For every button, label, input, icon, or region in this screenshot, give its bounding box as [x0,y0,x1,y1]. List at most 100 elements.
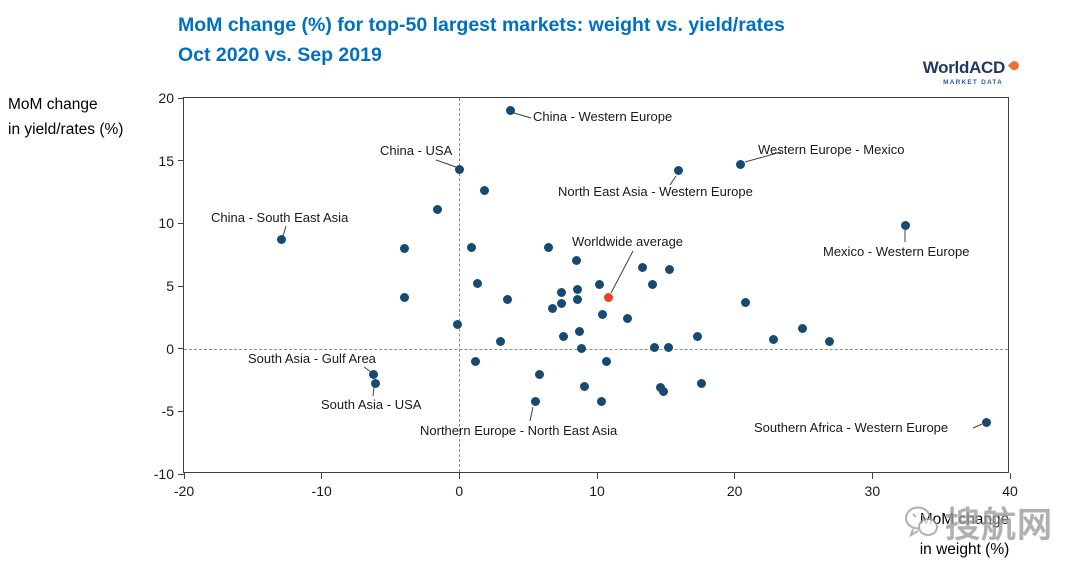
data-point [505,106,515,116]
data-point [574,326,584,336]
data-point [471,356,481,366]
x-tick-mark [458,473,460,479]
data-point [556,299,566,309]
leader-line [282,225,287,237]
data-point [571,256,581,266]
logo-tagline: MARKET DATA [943,79,1003,86]
zero-line-vertical [459,98,461,472]
data-point [647,280,657,290]
data-point [496,336,506,346]
data-point [580,381,590,391]
watermark: 搜航网 [901,497,1053,548]
wechat-bubble-icon [905,506,938,537]
data-point [277,235,287,245]
annotation-label: China - USA [380,143,453,158]
data-point [432,205,442,215]
data-point [548,304,558,314]
y-axis-title: MoM change in yield/rates (%) [8,96,124,138]
y-tick-label: 10 [158,215,174,232]
data-point [673,166,683,176]
leader-line [669,175,677,186]
data-point [399,243,409,253]
y-tick-mark [178,97,184,99]
data-point [544,242,554,252]
data-point [534,370,544,380]
y-tick-mark [178,348,184,350]
y-tick-label: 15 [158,152,174,169]
annotation-label: China - South East Asia [211,210,349,225]
y-tick-mark [178,285,184,287]
data-point [665,265,675,275]
logo-swoosh-icon [1007,59,1021,73]
x-tick-label: 40 [1002,483,1018,499]
data-point [454,164,464,174]
x-tick-mark [734,473,736,479]
y-tick-label: 20 [158,90,174,106]
x-tick-label: 30 [864,483,881,499]
y-tick-label: 5 [166,278,174,294]
data-point [692,331,702,341]
x-tick-mark [183,473,185,479]
leader-line [513,112,532,119]
data-point [622,314,632,324]
data-point [577,344,587,354]
annotation-label: China - Western Europe [533,109,673,124]
x-tick-label: -10 [311,483,332,499]
x-tick-mark [871,473,873,479]
worldacd-logo: WorldACD MARKET DATA [916,58,1021,86]
data-point [467,242,477,252]
y-tick-mark [178,473,184,475]
y-tick-mark [178,222,184,224]
annotation-leader-lines [282,112,983,429]
x-tick-label: 10 [589,483,605,499]
zero-line-horizontal [184,348,1008,350]
data-point [503,295,513,305]
y-tick-label: -10 [153,466,174,482]
x-tick-label: 0 [455,483,464,499]
data-point [735,159,745,169]
data-point [530,396,540,406]
y-tick-mark [178,160,184,162]
x-tick-mark [1009,473,1011,479]
annotation-label: Northern Europe - North East Asia [420,423,618,438]
watermark-text: 搜航网 [945,506,1054,545]
data-point [697,379,707,389]
y-tick-label: -5 [161,403,174,420]
data-point [453,320,463,330]
data-point [370,379,380,389]
annotation-label: South Asia - USA [321,397,422,412]
leader-line [610,250,634,294]
data-point [369,370,379,380]
annotation-label: Southern Africa - Western Europe [754,420,949,435]
data-point [479,186,489,196]
logo-wordmark: WorldACD [922,58,1006,77]
leader-line [529,406,534,422]
average-point [603,292,613,302]
x-tick-label: -20 [173,483,195,499]
data-point [768,335,778,345]
plot-area: -20 -10 0 10 20 30 40 20 15 10 5 0 -5 -10 China - West… [154,90,1018,499]
data-point [637,262,647,272]
leader-line [744,151,782,163]
x-axis-title: MoM change in weight (%) [919,511,1010,558]
y-tick-label: 0 [166,340,174,357]
data-point [596,396,606,406]
data-point [573,285,583,295]
annotation-label: South Asia - Gulf Area [248,351,376,366]
leader-line [972,423,983,429]
annotation-label: Western Europe - Mexico [758,142,905,157]
data-point [595,280,605,290]
data-point [658,386,668,396]
data-point [602,356,612,366]
annotation-label: North East Asia - Western Europe [558,184,753,199]
x-tick-mark [321,473,323,479]
annotation-label: Worldwide average [572,234,684,249]
data-point [598,310,607,320]
data-point [573,295,583,305]
leader-line [363,366,372,373]
data-point [399,292,409,302]
data-point [825,336,835,346]
x-tick-label: 20 [726,483,743,499]
y-tick-mark [178,410,184,412]
chart-subtitle: Oct 2020 vs. Sep 2019 [178,44,382,66]
